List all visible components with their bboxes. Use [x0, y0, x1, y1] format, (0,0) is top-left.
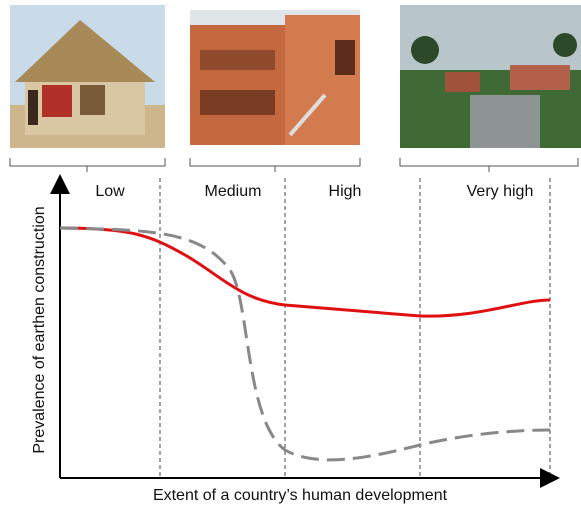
- red-curve: [59, 226, 551, 318]
- brackets: [9, 158, 579, 172]
- level-label: Very high: [467, 183, 534, 200]
- photo-hut: [10, 5, 165, 148]
- photo-building: [190, 10, 360, 145]
- dividers: [159, 178, 551, 478]
- level-label: Low: [95, 183, 125, 200]
- y-axis-label: Prevalence of earthen construction: [31, 206, 48, 453]
- level-label: High: [329, 183, 362, 200]
- gray-curve: [59, 226, 551, 462]
- photo-houses: [400, 5, 581, 148]
- x-axis-label: Extent of a country’s human development: [153, 487, 448, 504]
- level-label: Medium: [205, 183, 262, 200]
